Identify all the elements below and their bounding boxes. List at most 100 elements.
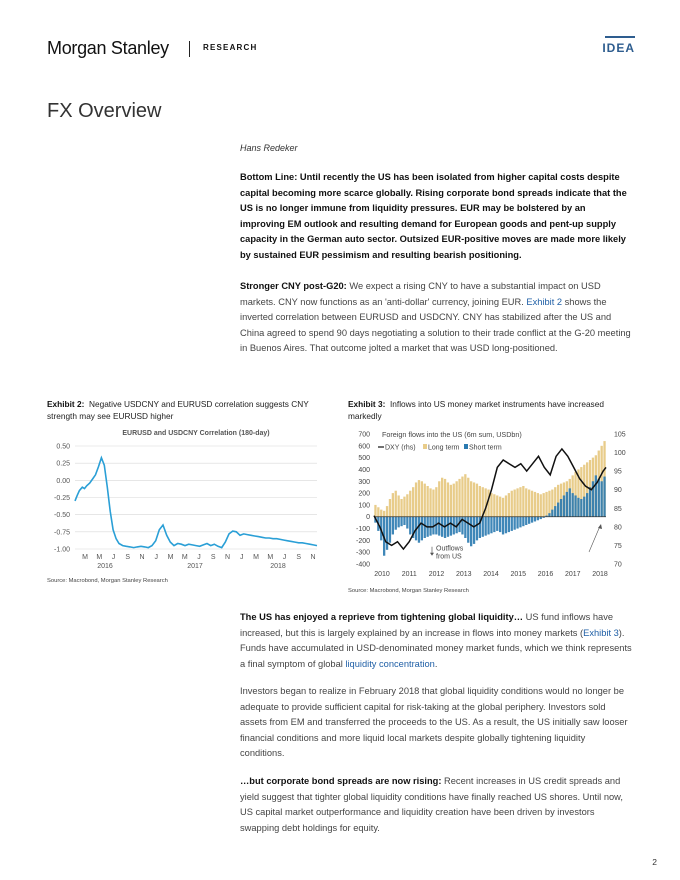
outflows-annotation: from US — [436, 554, 462, 561]
long-term-bar — [542, 493, 545, 517]
y-tick-label: -300 — [356, 550, 370, 557]
long-term-bar — [574, 471, 577, 517]
long-term-bar — [403, 496, 406, 517]
short-term-bar — [385, 516, 389, 550]
long-term-bar — [449, 484, 452, 517]
legend-dxy: DXY (rhs) — [385, 445, 416, 452]
y2-tick-label: 100 — [614, 450, 626, 457]
y-tick-label: 700 — [358, 432, 370, 439]
short-term-bar — [533, 516, 537, 522]
long-term-bar — [470, 481, 473, 517]
short-term-bar — [565, 491, 568, 517]
long-term-bar — [388, 499, 392, 517]
short-term-bar — [400, 516, 403, 527]
x-tick-label: J — [112, 554, 116, 561]
short-term-bar — [513, 516, 516, 530]
x-tick-label: S — [125, 554, 130, 561]
long-term-bar — [557, 484, 560, 517]
y-tick-label: 0 — [366, 514, 370, 521]
x-tick-label: 2012 — [429, 571, 445, 578]
y2-tick-label: 85 — [614, 506, 622, 513]
y2-tick-label: 95 — [614, 469, 622, 476]
x-tick-label: 2014 — [483, 571, 499, 578]
short-term-bar — [490, 516, 493, 534]
short-term-bar — [403, 516, 406, 525]
long-term-bar — [478, 486, 481, 517]
short-term-bar — [562, 495, 566, 517]
x-tick-label: 2010 — [374, 571, 390, 578]
short-term-bar — [597, 478, 600, 517]
long-term-bar — [487, 489, 490, 517]
long-term-bar — [519, 487, 522, 517]
x-tick-label: M — [96, 554, 102, 561]
short-term-bar — [449, 516, 452, 536]
long-term-bar — [516, 488, 519, 517]
short-term-bar — [397, 516, 400, 528]
x-tick-label: M — [267, 554, 273, 561]
legend-short-term-swatch — [464, 444, 468, 449]
short-term-bar — [516, 516, 519, 529]
x-tick-label: 2018 — [592, 571, 608, 578]
short-term-bar — [577, 497, 580, 517]
short-term-bar — [441, 516, 444, 537]
short-term-bar — [522, 516, 525, 527]
idea-label: IDEA — [602, 41, 635, 55]
x-tick-label: 2017 — [565, 571, 581, 578]
y2-tick-label: 70 — [614, 562, 622, 569]
long-term-bar — [414, 482, 418, 517]
short-term-bar — [496, 516, 499, 531]
long-term-bar — [583, 464, 586, 517]
short-term-bar — [406, 516, 409, 529]
exhibit-3-label: Exhibit 3: — [348, 399, 386, 409]
x-tick-label: S — [296, 554, 301, 561]
long-term-bar — [452, 483, 455, 517]
morgan-stanley-logo: Morgan Stanley — [47, 38, 169, 58]
short-term-bar — [580, 499, 583, 517]
y-tick-label: -200 — [356, 538, 370, 545]
short-term-bar — [417, 516, 421, 543]
long-term-bar — [513, 489, 516, 517]
y-tick-label: -0.25 — [54, 495, 70, 502]
bottom-line-paragraph: Bottom Line: Until recently the US has b… — [240, 172, 627, 260]
exhibit-3-link[interactable]: Exhibit 3 — [583, 627, 619, 638]
exhibit-2-link[interactable]: Exhibit 2 — [526, 296, 563, 307]
short-term-bar — [501, 516, 505, 535]
short-term-bar — [423, 516, 426, 538]
long-term-bar — [554, 487, 557, 517]
short-term-bar — [539, 516, 542, 520]
long-term-bar — [397, 495, 400, 517]
exhibit-2-caption: Exhibit 2: Negative USDCNY and EURUSD co… — [47, 398, 332, 422]
long-term-bar — [446, 482, 450, 517]
liquidity-concentration-link[interactable]: liquidity concentration — [345, 658, 435, 669]
exhibit-3-caption: Exhibit 3: Inflows into US money market … — [348, 398, 638, 422]
long-term-bar — [467, 477, 470, 517]
author-name: Hans Redeker — [240, 143, 298, 153]
long-term-bar — [394, 490, 397, 517]
long-term-bar — [443, 478, 447, 517]
y-tick-label: 200 — [358, 491, 370, 498]
long-term-bar — [417, 480, 421, 517]
trend-arrowhead — [598, 524, 602, 529]
page-number: 2 — [652, 857, 657, 867]
x-tick-label: 2015 — [510, 571, 526, 578]
long-term-bar — [545, 491, 548, 517]
x-tick-label: 2016 — [538, 571, 554, 578]
long-term-bar — [438, 481, 441, 517]
long-term-bar — [472, 482, 476, 517]
y2-tick-label: 80 — [614, 524, 622, 531]
short-term-bar — [594, 475, 597, 517]
legend-long-term-swatch — [423, 444, 427, 449]
long-term-bar — [380, 509, 383, 517]
short-term-bar — [530, 516, 534, 523]
x-tick-label: S — [211, 554, 216, 561]
short-term-bar — [412, 516, 415, 538]
short-term-bar — [478, 516, 481, 538]
x-tick-label: N — [310, 554, 315, 561]
short-term-bar — [588, 487, 592, 517]
exhibit-2-label: Exhibit 2: — [47, 399, 85, 409]
y2-tick-label: 75 — [614, 543, 622, 550]
short-term-bar — [586, 493, 589, 517]
short-term-bar — [467, 516, 470, 543]
long-term-bar — [455, 481, 458, 517]
short-term-bar — [394, 516, 397, 530]
